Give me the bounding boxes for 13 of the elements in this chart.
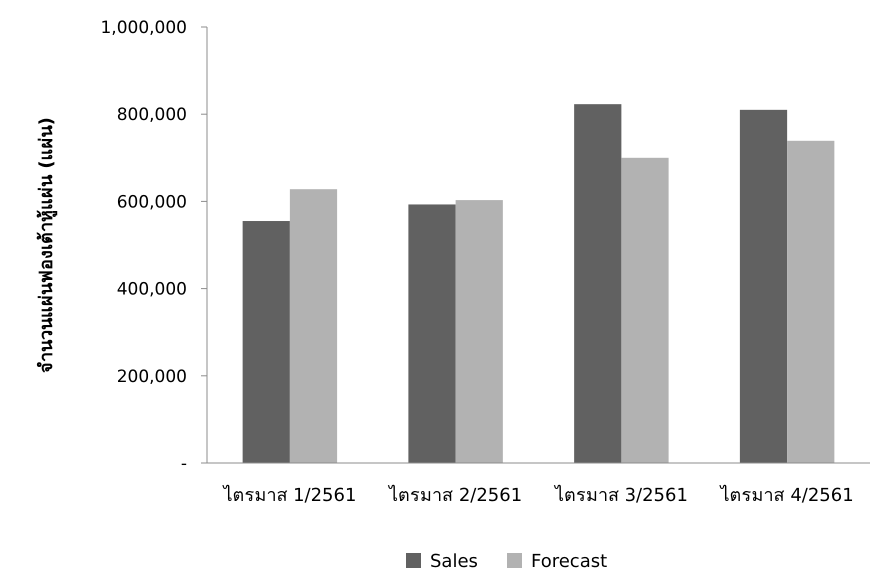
xtick: ไตรมาส 2/2561 (389, 485, 522, 506)
ytick: 200,000 (116, 366, 187, 387)
ytick: - (180, 454, 187, 474)
ylabel: จำนวนแผ่นฟองเต้าหู้แผ่น (แผ่น) (36, 117, 57, 373)
ytick: 600,000 (116, 192, 187, 212)
ytick: 1,000,000 (100, 18, 187, 38)
legend-label: Sales (430, 551, 478, 572)
xtick: ไตรมาส 3/2561 (554, 485, 688, 506)
legend-label: Forecast (531, 551, 608, 572)
xtick: ไตรมาส 4/2561 (720, 485, 854, 506)
ytick: 400,000 (116, 280, 187, 300)
xtick: ไตรมาส 1/2561 (223, 485, 356, 506)
ytick: 800,000 (116, 105, 187, 126)
